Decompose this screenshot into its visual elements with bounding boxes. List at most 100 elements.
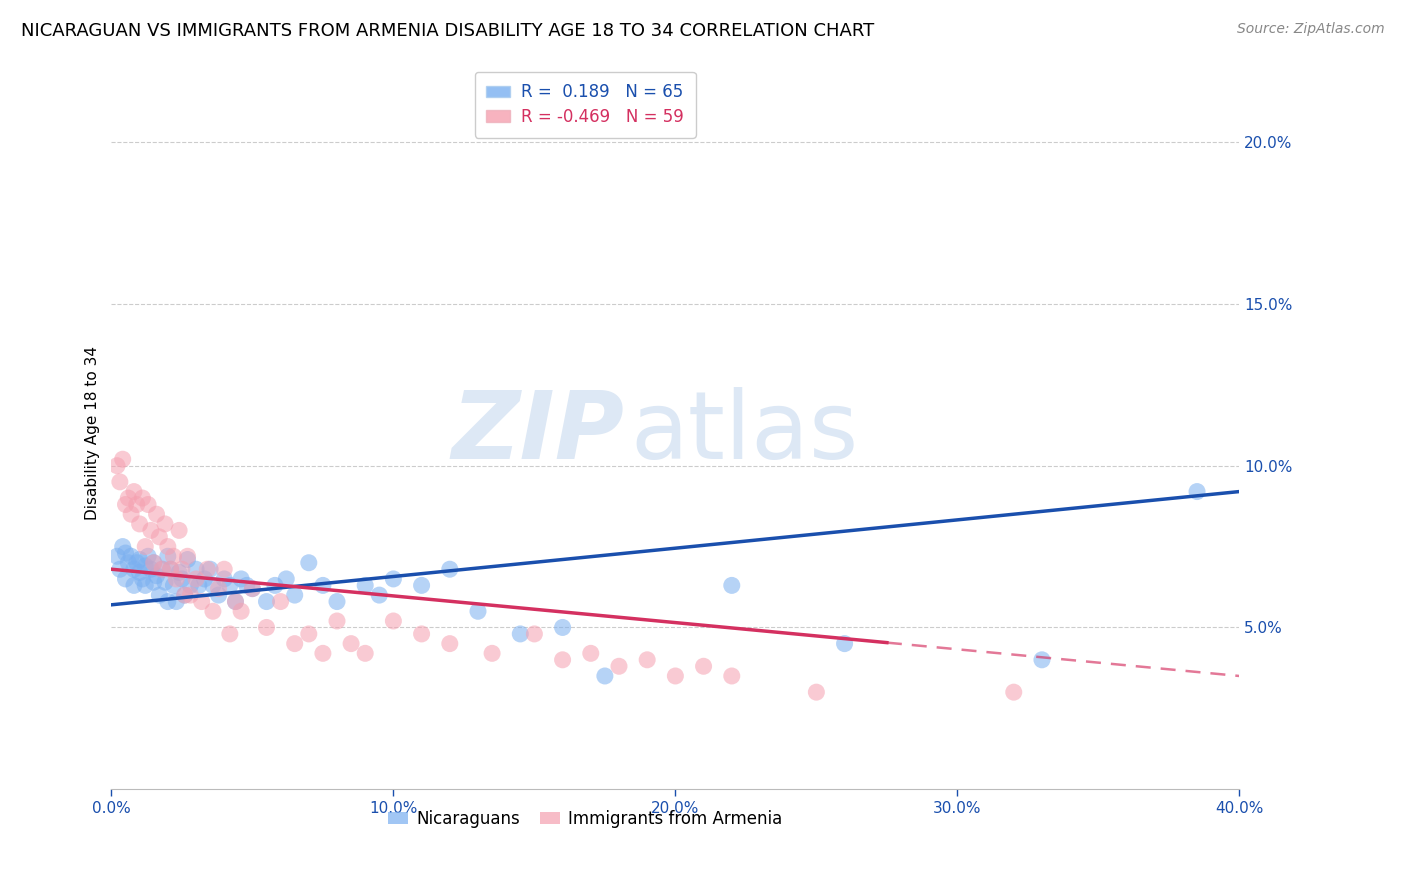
Point	[207, 582, 229, 596]
Point	[122, 562, 145, 576]
Point	[153, 575, 176, 590]
Point	[128, 552, 150, 566]
Point	[411, 578, 433, 592]
Point	[636, 653, 658, 667]
Point	[354, 578, 377, 592]
Point	[354, 646, 377, 660]
Point	[134, 578, 156, 592]
Text: ZIP: ZIP	[451, 387, 624, 479]
Point	[195, 562, 218, 576]
Point	[284, 637, 307, 651]
Point	[198, 562, 221, 576]
Point	[326, 614, 349, 628]
Point	[1185, 484, 1208, 499]
Point	[298, 556, 321, 570]
Point	[1031, 653, 1053, 667]
Point	[270, 594, 292, 608]
Point	[128, 566, 150, 580]
Point	[148, 530, 170, 544]
Point	[139, 562, 162, 576]
Point	[224, 594, 246, 608]
Point	[170, 572, 193, 586]
Point	[593, 669, 616, 683]
Point	[150, 562, 173, 576]
Point	[256, 620, 278, 634]
Point	[236, 578, 259, 592]
Point	[122, 484, 145, 499]
Point	[162, 578, 184, 592]
Point	[439, 637, 461, 651]
Point	[134, 540, 156, 554]
Point	[664, 669, 686, 683]
Point	[411, 627, 433, 641]
Point	[176, 549, 198, 564]
Point	[156, 540, 179, 554]
Point	[276, 572, 298, 586]
Point	[142, 556, 165, 570]
Point	[150, 562, 173, 576]
Point	[551, 620, 574, 634]
Point	[120, 549, 142, 564]
Point	[439, 562, 461, 576]
Text: Source: ZipAtlas.com: Source: ZipAtlas.com	[1237, 22, 1385, 37]
Point	[242, 582, 264, 596]
Point	[326, 594, 349, 608]
Point	[242, 582, 264, 596]
Text: atlas: atlas	[630, 387, 859, 479]
Point	[128, 516, 150, 531]
Point	[551, 653, 574, 667]
Point	[142, 556, 165, 570]
Point	[159, 562, 181, 576]
Point	[159, 562, 181, 576]
Point	[142, 575, 165, 590]
Point	[201, 604, 224, 618]
Point	[312, 646, 335, 660]
Point	[131, 491, 153, 505]
Point	[467, 604, 489, 618]
Point	[720, 578, 742, 592]
Point	[117, 556, 139, 570]
Point	[120, 507, 142, 521]
Point	[105, 458, 128, 473]
Point	[207, 588, 229, 602]
Point	[179, 578, 201, 592]
Point	[139, 524, 162, 538]
Point	[165, 572, 187, 586]
Point	[692, 659, 714, 673]
Point	[298, 627, 321, 641]
Point	[368, 588, 391, 602]
Point	[117, 491, 139, 505]
Point	[607, 659, 630, 673]
Point	[156, 549, 179, 564]
Point	[523, 627, 546, 641]
Point	[108, 562, 131, 576]
Point	[125, 498, 148, 512]
Point	[162, 549, 184, 564]
Point	[218, 627, 240, 641]
Point	[122, 578, 145, 592]
Point	[256, 594, 278, 608]
Point	[136, 549, 159, 564]
Point	[148, 588, 170, 602]
Point	[229, 604, 252, 618]
Point	[481, 646, 503, 660]
Point	[153, 516, 176, 531]
Point	[134, 559, 156, 574]
Point	[264, 578, 287, 592]
Point	[184, 572, 207, 586]
Point	[176, 552, 198, 566]
Text: NICARAGUAN VS IMMIGRANTS FROM ARMENIA DISABILITY AGE 18 TO 34 CORRELATION CHART: NICARAGUAN VS IMMIGRANTS FROM ARMENIA DI…	[21, 22, 875, 40]
Point	[382, 614, 405, 628]
Point	[173, 588, 195, 602]
Point	[509, 627, 531, 641]
Point	[179, 588, 201, 602]
Point	[229, 572, 252, 586]
Point	[114, 498, 136, 512]
Point	[114, 546, 136, 560]
Point	[187, 578, 209, 592]
Point	[111, 540, 134, 554]
Point	[212, 572, 235, 586]
Point	[284, 588, 307, 602]
Point	[834, 637, 856, 651]
Point	[382, 572, 405, 586]
